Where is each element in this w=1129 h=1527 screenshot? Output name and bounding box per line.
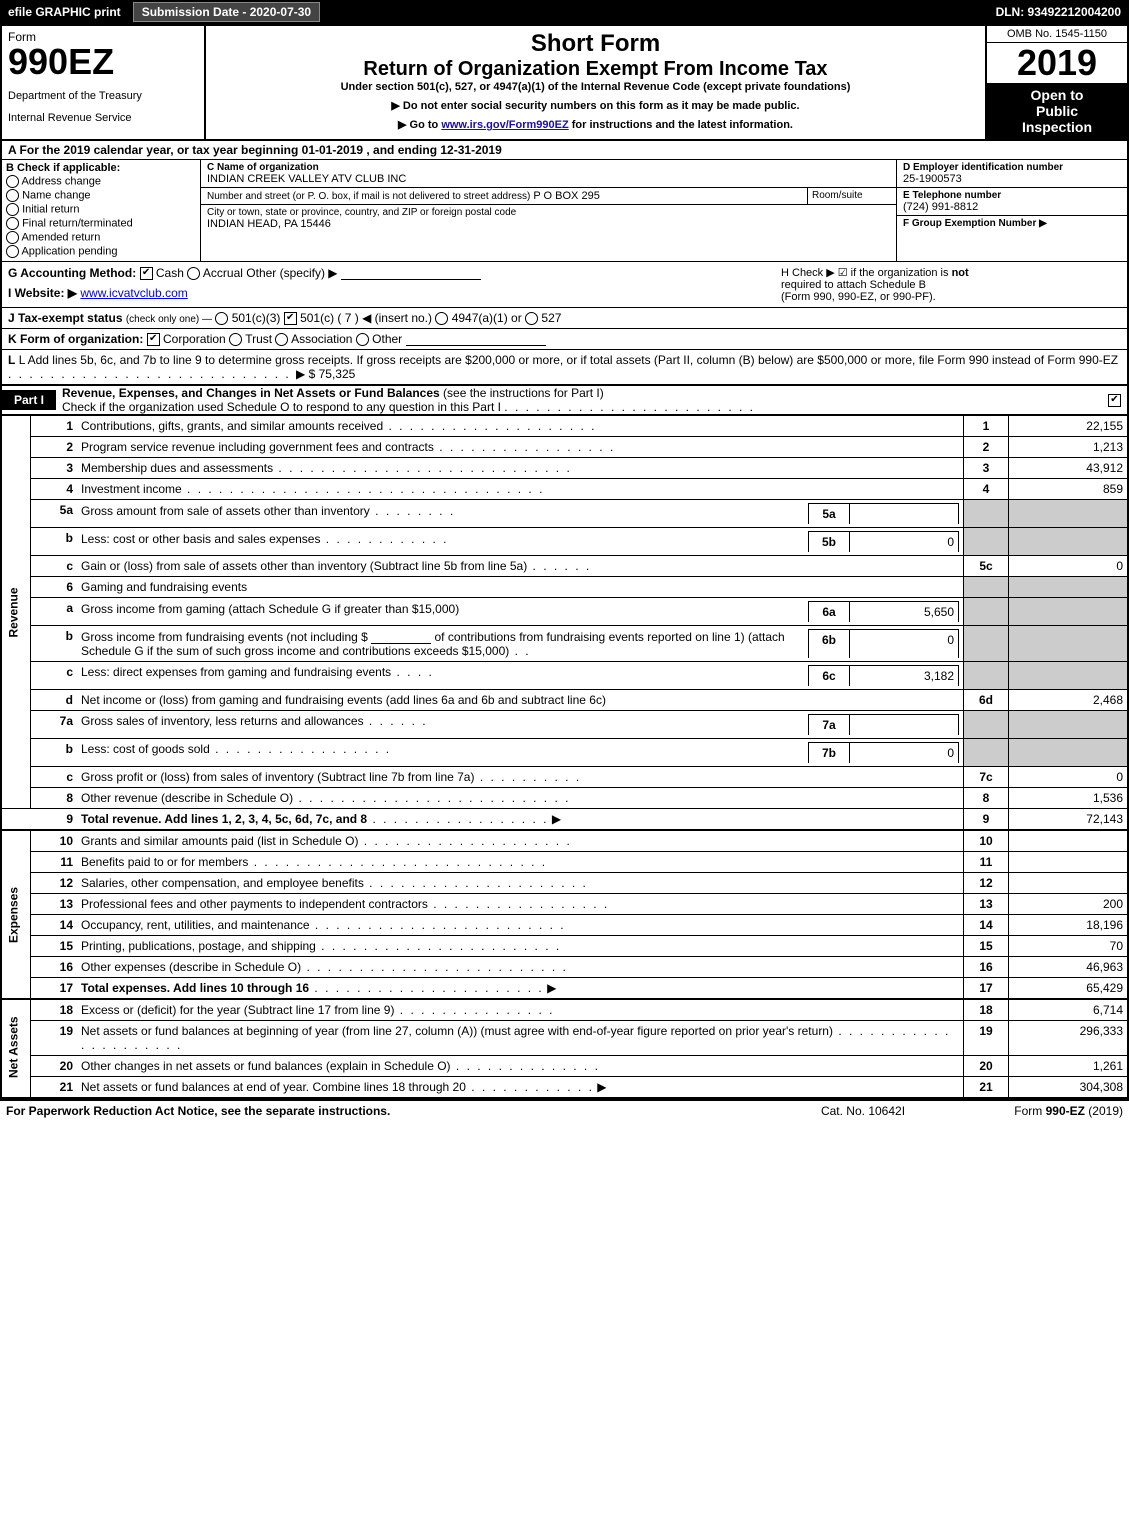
h-text1: H Check ▶ ☑ if the organization is [781,267,952,279]
chk-application-pending[interactable]: Application pending [6,245,196,258]
g-accrual-radio[interactable] [187,267,200,280]
form-container: Form 990EZ Department of the Treasury In… [0,24,1129,1099]
row-a-tax-year: A For the 2019 calendar year, or tax yea… [2,141,1127,160]
section-f-label: F Group Exemption Number ▶ [903,218,1121,229]
h-text3: (Form 990, 990-EZ, or 990-PF). [781,291,936,303]
footer-catno: Cat. No. 10642I [783,1104,943,1118]
form-subtitle: Return of Organization Exempt From Incom… [214,58,977,81]
submission-date-button[interactable]: Submission Date - 2020-07-30 [133,2,320,22]
h-text2: required to attach Schedule B [781,279,926,291]
tax-year: 2019 [987,43,1127,83]
open-public-inspection: Open to Public Inspection [987,83,1127,139]
chk-amended-return[interactable]: Amended return [6,231,196,244]
g-other-input[interactable] [341,267,481,280]
k-trust-radio[interactable] [229,333,242,346]
section-c-label: C Name of organization [207,162,890,173]
form-header: Form 990EZ Department of the Treasury In… [2,26,1127,141]
expenses-side-label: Expenses [2,830,31,999]
g-cash-checkbox[interactable]: ✔ [140,267,153,280]
row-l: L L Add lines 5b, 6c, and 7b to line 9 t… [2,350,1127,386]
header-center: Short Form Return of Organization Exempt… [206,26,985,139]
part-i-checkbox[interactable]: ✔ [1108,393,1121,407]
header-left: Form 990EZ Department of the Treasury In… [2,26,206,139]
chk-address-change[interactable]: Address change [6,175,196,188]
website-link[interactable]: www.icvatvclub.com [80,286,187,300]
room-label: Room/suite [807,188,896,204]
row-k: K Form of organization: ✔ Corporation Tr… [2,329,1127,350]
phone: (724) 991-8812 [903,201,978,213]
org-address: P O BOX 295 [533,190,599,202]
chk-name-change[interactable]: Name change [6,189,196,202]
irs-link[interactable]: www.irs.gov/Form990EZ [441,119,568,131]
line-1-desc: Contributions, gifts, grants, and simila… [77,416,964,437]
section-b: B Check if applicable: Address change Na… [2,160,201,261]
i-label: I Website: ▶ [8,286,77,300]
footer: For Paperwork Reduction Act Notice, see … [0,1099,1129,1121]
section-e-label: E Telephone number [903,190,1121,201]
section-c: C Name of organization INDIAN CREEK VALL… [201,160,896,261]
netassets-side-label: Net Assets [2,999,31,1097]
section-d-label: D Employer identification number [903,162,1121,173]
line-1-val: 22,155 [1009,416,1128,437]
j-527-radio[interactable] [525,312,538,325]
chk-initial-return[interactable]: Initial return [6,203,196,216]
k-other-input[interactable] [406,333,546,346]
addr-label: Number and street (or P. O. box, if mail… [207,191,530,202]
j-501c3-radio[interactable] [215,312,228,325]
revenue-side-label: Revenue [2,416,31,809]
k-other-radio[interactable] [356,333,369,346]
part-i-table: Revenue 1 Contributions, gifts, grants, … [2,415,1127,1097]
ein: 25-1900573 [903,173,962,185]
chk-final-return[interactable]: Final return/terminated [6,217,196,230]
footer-right: Form 990-EZ (2019) [943,1104,1123,1118]
footer-left: For Paperwork Reduction Act Notice, see … [6,1104,783,1118]
org-name: INDIAN CREEK VALLEY ATV CLUB INC [207,173,406,185]
j-501c-checkbox[interactable]: ✔ [284,312,297,325]
org-city: INDIAN HEAD, PA 15446 [207,218,331,230]
part-i-header: Part I Revenue, Expenses, and Changes in… [2,386,1127,415]
form-under: Under section 501(c), 527, or 4947(a)(1)… [214,81,977,93]
form-warning: ▶ Do not enter social security numbers o… [214,99,977,112]
section-b-label: B Check if applicable: [6,162,120,174]
gross-receipts: ▶ $ 75,325 [296,367,355,381]
g-label: G Accounting Method: [8,266,136,280]
k-corp-checkbox[interactable]: ✔ [147,333,160,346]
j-4947-radio[interactable] [435,312,448,325]
row-j: J Tax-exempt status (check only one) — 5… [2,308,1127,329]
form-goto: ▶ Go to www.irs.gov/Form990EZ for instru… [214,118,977,131]
line-2-desc: Program service revenue including govern… [77,437,964,458]
goto-suffix: for instructions and the latest informat… [572,119,793,131]
goto-prefix: ▶ Go to [398,119,441,131]
part-i-label: Part I [2,390,56,410]
form-code: 990EZ [8,44,198,80]
city-label: City or town, state or province, country… [207,207,890,218]
header-right: OMB No. 1545-1150 2019 Open to Public In… [985,26,1127,139]
section-d-e-f: D Employer identification number 25-1900… [896,160,1127,261]
k-assoc-radio[interactable] [275,333,288,346]
form-title: Short Form [214,30,977,58]
dept-treasury: Department of the Treasury [8,90,198,102]
dln-label: DLN: 93492212004200 [996,5,1129,19]
efile-label[interactable]: efile GRAPHIC print [0,5,129,19]
top-bar: efile GRAPHIC print Submission Date - 20… [0,0,1129,24]
block-b-to-f: B Check if applicable: Address change Na… [2,160,1127,262]
omb-number: OMB No. 1545-1150 [987,26,1127,43]
dept-irs: Internal Revenue Service [8,112,198,124]
row-g-h: G Accounting Method: ✔ Cash Accrual Othe… [2,262,1127,308]
